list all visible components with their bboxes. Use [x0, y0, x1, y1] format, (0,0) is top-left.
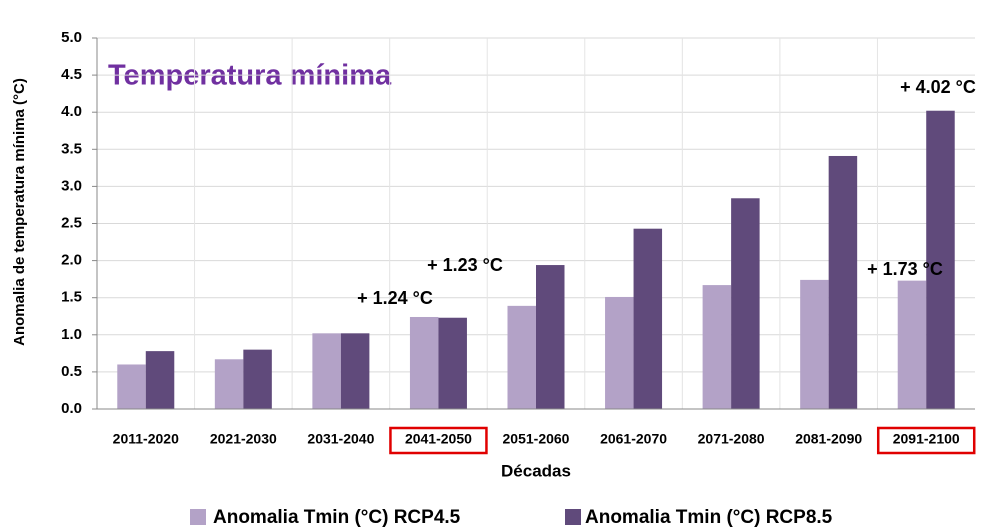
- bar: [409, 316, 439, 409]
- bar: [507, 305, 536, 409]
- annotation: + 1.73 °C: [867, 259, 943, 279]
- bar: [243, 349, 272, 409]
- annotation: + 1.23 °C: [427, 255, 503, 275]
- y-tick-label: 2.5: [61, 214, 82, 231]
- y-tick-label: 4.5: [61, 66, 82, 83]
- x-tick-label: 2061-2070: [600, 431, 667, 447]
- bar: [633, 228, 663, 409]
- legend-swatch: [190, 509, 206, 525]
- annotation: + 4.02 °C: [900, 77, 976, 97]
- annotation: + 1.24 °C: [357, 288, 433, 308]
- legend-label: Anomalia Tmin (°C) RCP4.5: [213, 507, 461, 528]
- y-tick-label: 0.5: [61, 363, 82, 380]
- bar: [340, 333, 370, 409]
- x-tick-label: 2011-2020: [113, 431, 179, 447]
- bar: [828, 155, 858, 409]
- x-tick-label: 2081-2090: [795, 431, 862, 447]
- y-tick-label: 3.0: [61, 177, 82, 194]
- bar: [214, 359, 244, 409]
- y-tick-label: 2.0: [61, 252, 82, 269]
- x-tick-label: 2091-2100: [893, 431, 960, 447]
- bar: [800, 279, 829, 409]
- bar: [605, 296, 634, 409]
- x-tick-label: 2031-2040: [307, 431, 374, 447]
- bar: [312, 333, 341, 409]
- y-tick-label: 1.0: [61, 326, 82, 343]
- bar: [117, 364, 146, 409]
- y-tick-label: 5.0: [61, 29, 82, 46]
- bar: [438, 317, 467, 409]
- bar: [926, 110, 955, 409]
- y-tick-label: 1.5: [61, 289, 82, 306]
- x-tick-label: 2041-2050: [405, 431, 472, 447]
- x-axis-label: Décadas: [501, 461, 571, 480]
- x-tick-label: 2071-2080: [698, 431, 765, 447]
- y-tick-label: 3.5: [61, 140, 82, 157]
- x-tick-label: 2021-2030: [210, 431, 277, 447]
- bar: [145, 351, 175, 409]
- y-axis-label: Anomalia de temperatura mínima (°C): [11, 78, 28, 346]
- bar: [702, 285, 732, 409]
- highlight-box: [389, 426, 488, 455]
- y-tick-label: 4.0: [61, 103, 82, 120]
- legend-swatch: [565, 509, 581, 525]
- bar: [731, 198, 760, 409]
- x-tick-label: 2051-2060: [503, 431, 570, 447]
- legend-label: Anomalia Tmin (°C) RCP8.5: [585, 507, 833, 528]
- y-tick-label: 0.0: [61, 400, 82, 417]
- bar: [536, 265, 565, 409]
- chart-title: Temperatura mínima: [108, 60, 392, 92]
- highlight-box: [876, 426, 976, 455]
- bar: [897, 280, 927, 409]
